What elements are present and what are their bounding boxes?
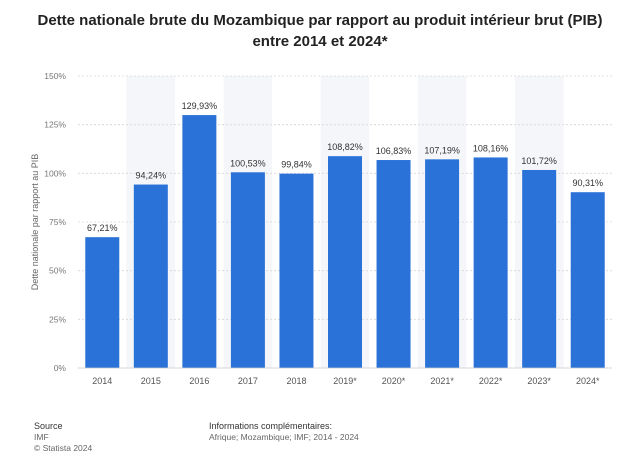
data-label: 108,16% <box>473 143 509 153</box>
data-label: 106,83% <box>376 146 412 156</box>
data-label: 99,84% <box>281 160 312 170</box>
info-line: Afrique; Mozambique; IMF; 2014 - 2024 <box>209 432 359 442</box>
data-label: 101,72% <box>521 156 557 166</box>
bar <box>230 172 265 368</box>
y-tick-label: 0% <box>54 363 67 373</box>
source-line-copyright: © Statista 2024 <box>34 443 93 453</box>
x-tick-label: 2024* <box>576 376 600 386</box>
chart-title: Dette nationale brute du Mozambique par … <box>37 12 603 50</box>
x-tick-label: 2015 <box>141 376 161 386</box>
bar <box>473 157 508 368</box>
y-tick-label: 150% <box>44 71 66 81</box>
bar <box>376 160 411 368</box>
x-tick-label: 2020* <box>382 376 406 386</box>
y-tick-label: 125% <box>44 120 66 130</box>
y-axis-label: Dette nationale par rapport au PIB <box>30 154 40 291</box>
x-tick-label: 2018 <box>286 376 306 386</box>
bar <box>133 184 168 368</box>
x-tick-label: 2017 <box>238 376 258 386</box>
data-label: 90,31% <box>572 178 603 188</box>
x-tick-label: 2014 <box>92 376 112 386</box>
x-tick-label: 2021* <box>430 376 454 386</box>
bar <box>85 237 120 368</box>
data-label: 94,24% <box>136 171 167 181</box>
data-label: 107,19% <box>424 145 460 155</box>
x-tick-label: 2016 <box>189 376 209 386</box>
source-label: Source <box>34 421 63 431</box>
data-label: 129,93% <box>182 101 218 111</box>
source-line-imf: IMF <box>34 432 49 442</box>
source-block: Source IMF © Statista 2024 <box>34 421 92 454</box>
bar <box>425 159 460 368</box>
x-tick-label: 2023* <box>527 376 551 386</box>
info-label: Informations complémentaires: <box>209 421 333 431</box>
bar <box>279 173 314 368</box>
bar <box>328 156 362 368</box>
x-tick-label: 2022* <box>479 376 503 386</box>
x-tick-label: 2019* <box>333 376 357 386</box>
bar <box>182 115 217 368</box>
y-tick-label: 50% <box>49 266 66 276</box>
y-tick-label: 75% <box>49 217 66 227</box>
data-label: 108,82% <box>327 142 363 152</box>
y-tick-label: 100% <box>44 168 66 178</box>
bar <box>522 169 557 368</box>
bar <box>570 192 605 368</box>
data-label: 67,21% <box>87 223 118 233</box>
y-tick-label: 25% <box>49 314 66 324</box>
info-block: Informations complémentaires: Afrique; M… <box>209 421 359 443</box>
data-label: 100,53% <box>230 158 266 168</box>
